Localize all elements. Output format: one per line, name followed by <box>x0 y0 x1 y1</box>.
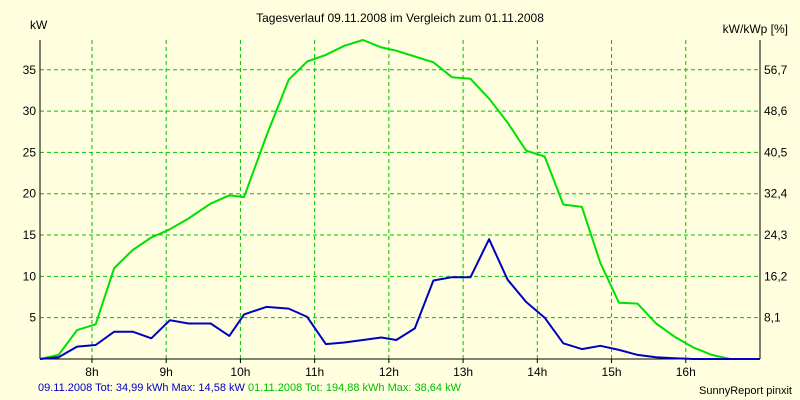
series-line-blue <box>39 238 760 360</box>
legend: 09.11.2008 Tot: 34,99 kWh Max: 14,58 kW … <box>38 382 461 394</box>
x-tick-label: 15h <box>602 365 622 379</box>
x-tick-label: 13h <box>453 365 473 379</box>
x-tick-label: 10h <box>230 365 250 379</box>
x-tick-label: 14h <box>527 365 547 379</box>
y-left-tick-label: 25 <box>23 145 37 159</box>
y-axis-right-label: kW/kWp [%] <box>722 22 788 36</box>
y-left-tick-label: 30 <box>23 104 37 118</box>
y-left-tick-label: 5 <box>29 311 36 325</box>
y-axis-left-label: kW <box>30 18 48 32</box>
y-right-tick-label: 40,5 <box>764 145 788 159</box>
x-tick-label: 9h <box>160 365 173 379</box>
x-tick-label: 16h <box>676 365 696 379</box>
x-tick-label: 12h <box>379 365 399 379</box>
y-left-tick-label: 20 <box>23 187 37 201</box>
y-right-tick-label: 56,7 <box>764 63 788 77</box>
y-right-tick-label: 48,6 <box>764 104 788 118</box>
legend-series-b: 01.11.2008 Tot: 194,88 kWh Max: 38,64 kW <box>247 382 461 394</box>
x-tick-label: 8h <box>85 365 98 379</box>
legend-series-a: 09.11.2008 Tot: 34,99 kWh Max: 14,58 kW <box>38 382 245 394</box>
y-right-tick-label: 8,1 <box>764 311 781 325</box>
y-left-tick-label: 10 <box>23 269 37 283</box>
y-left-tick-label: 15 <box>23 228 37 242</box>
x-tick-label: 11h <box>305 365 324 379</box>
y-right-tick-label: 32,4 <box>764 187 788 201</box>
y-right-tick-label: 16,2 <box>764 269 788 283</box>
y-right-tick-label: 24,3 <box>764 228 788 242</box>
chart-title: Tagesverlauf 09.11.2008 im Vergleich zum… <box>256 11 544 25</box>
series-line-green <box>39 39 760 360</box>
y-left-tick-label: 35 <box>23 63 37 77</box>
credit-text: SunnyReport pinxit <box>699 385 792 397</box>
